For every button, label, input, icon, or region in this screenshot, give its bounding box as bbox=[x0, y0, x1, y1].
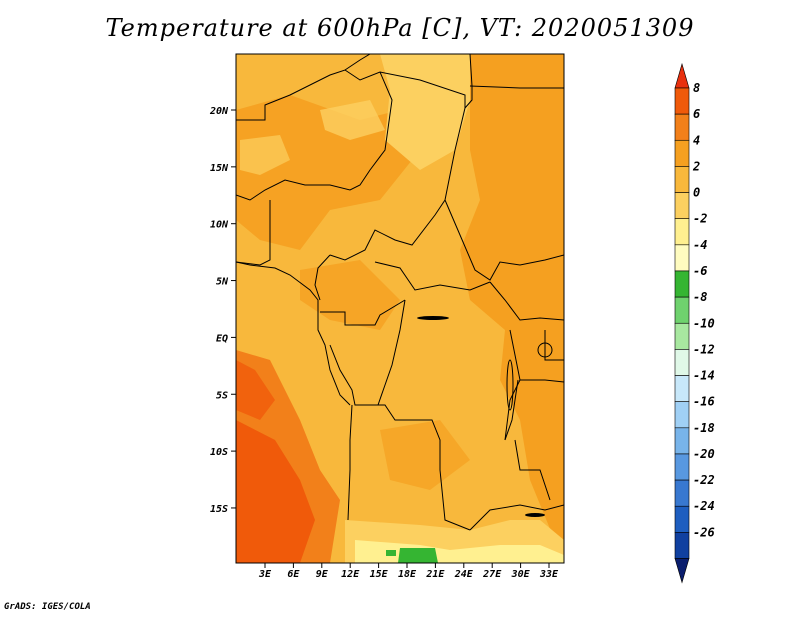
colorbar-segment bbox=[674, 401, 690, 429]
lat-tick-label: 15S bbox=[210, 504, 228, 515]
colorbar-label: -6 bbox=[693, 264, 707, 278]
colorbar-segment bbox=[674, 453, 690, 481]
lon-tick-label: 27E bbox=[482, 569, 502, 580]
colorbar-segment bbox=[674, 270, 690, 298]
lon-tick-label: 18E bbox=[398, 569, 417, 580]
colorbar-segment bbox=[674, 139, 690, 167]
longitude-axis: 3E 6E 9E 12E 15E 18E 21E 24E 27E 30E 33E bbox=[258, 563, 559, 580]
colorbar-segment bbox=[674, 479, 690, 507]
colorbar-bottom-arrow bbox=[674, 558, 690, 584]
lat-tick-label: 5S bbox=[216, 390, 228, 401]
colorbar: 8 6 4 2 0 -2 -4 -6 -8 -10 -12 -14 -16 -18 -20 -22 -24 -26 bbox=[674, 62, 715, 584]
colorbar-label: -24 bbox=[693, 499, 715, 513]
colorbar-segment bbox=[674, 532, 690, 559]
colorbar-label: -2 bbox=[693, 212, 707, 226]
colorbar-label: -14 bbox=[693, 369, 715, 383]
lat-tick-label: 20N bbox=[209, 106, 229, 117]
lon-tick-label: 33E bbox=[539, 569, 559, 580]
lat-tick-label: EQ bbox=[216, 333, 228, 344]
lon-tick-label: 12E bbox=[341, 569, 360, 580]
lake-markers bbox=[417, 316, 553, 517]
colorbar-label: 6 bbox=[693, 107, 700, 121]
lon-tick-label: 24E bbox=[454, 569, 474, 580]
colorbar-label: 0 bbox=[693, 186, 700, 200]
colorbar-segment bbox=[674, 505, 690, 533]
colorbar-label: 2 bbox=[692, 159, 700, 173]
colorbar-label: 4 bbox=[693, 133, 700, 147]
colorbar-label: -10 bbox=[693, 316, 715, 330]
colorbar-label: -20 bbox=[693, 447, 715, 461]
latitude-axis: 20N 15N 10N 5N EQ 5S 10S 15S bbox=[209, 106, 236, 515]
colorbar-segment bbox=[674, 427, 690, 455]
colorbar-segment bbox=[674, 244, 690, 272]
colorbar-label: -22 bbox=[693, 473, 715, 487]
colorbar-segment bbox=[674, 349, 690, 376]
map-title: Temperature at 600hPa [C], VT: 202005130… bbox=[105, 14, 695, 42]
colorbar-label: -8 bbox=[693, 290, 707, 304]
colorbar-segment bbox=[674, 113, 690, 141]
colorbar-segment bbox=[674, 218, 690, 246]
lon-tick-label: 30E bbox=[511, 569, 531, 580]
lon-tick-label: 15E bbox=[370, 569, 389, 580]
lon-tick-label: 9E bbox=[316, 569, 329, 580]
lat-tick-label: 10S bbox=[210, 447, 228, 458]
colorbar-label: 8 bbox=[693, 81, 700, 95]
country-borders bbox=[236, 54, 564, 531]
lat-tick-label: 5N bbox=[216, 277, 229, 288]
colorbar-segment bbox=[674, 375, 690, 402]
colorbar-top-arrow bbox=[674, 62, 690, 89]
grads-credit: GrADS: IGES/COLA bbox=[4, 602, 91, 612]
lat-tick-label: 10N bbox=[210, 220, 229, 231]
colorbar-segment bbox=[674, 192, 690, 219]
colorbar-label: -12 bbox=[693, 342, 715, 356]
colorbar-label: -4 bbox=[693, 238, 707, 252]
colorbar-segment bbox=[674, 322, 690, 350]
lon-tick-label: 21E bbox=[425, 569, 445, 580]
colorbar-segment bbox=[674, 296, 690, 324]
map-frame bbox=[235, 53, 565, 564]
colorbar-label: -18 bbox=[693, 421, 715, 435]
colorbar-label: -26 bbox=[693, 525, 715, 539]
lon-tick-label: 6E bbox=[287, 569, 300, 580]
lon-tick-label: 3E bbox=[258, 569, 272, 580]
colorbar-label: -16 bbox=[693, 395, 715, 409]
temperature-field bbox=[236, 54, 564, 563]
colorbar-segment bbox=[674, 166, 690, 193]
colorbar-segment bbox=[674, 87, 690, 115]
lat-tick-label: 15N bbox=[210, 163, 229, 174]
